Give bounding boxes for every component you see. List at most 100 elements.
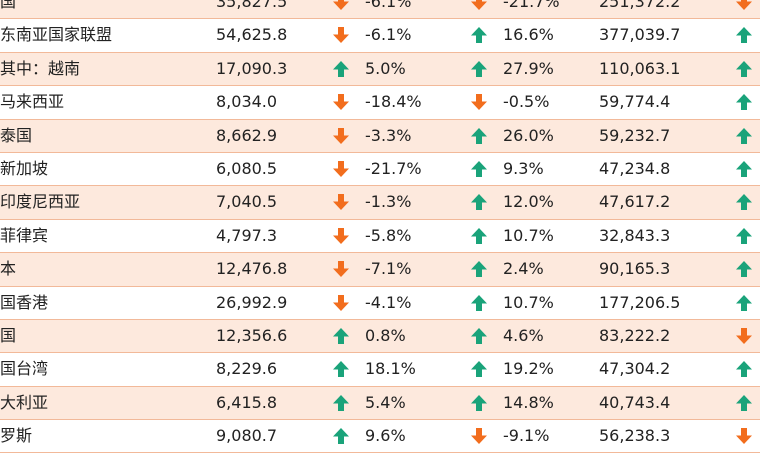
arrow-up-icon bbox=[735, 160, 753, 178]
arrow-up-icon bbox=[332, 427, 350, 445]
change-pct-2: 4.6% bbox=[503, 325, 544, 345]
value-current: 6,415.8 bbox=[216, 392, 278, 412]
value-cumulative: 56,238.3 bbox=[599, 426, 671, 446]
change-pct-2: -9.1% bbox=[503, 426, 550, 446]
arrow-up-icon bbox=[470, 394, 488, 412]
arrow-up-icon bbox=[332, 394, 350, 412]
arrow-up-icon bbox=[470, 60, 488, 78]
table-row: 东南亚国家联盟 54,625.8 -6.1% 16.6% 377,039.7 bbox=[0, 19, 760, 53]
change-pct-1: 9.6% bbox=[365, 426, 406, 446]
country-name: 国台湾 bbox=[0, 359, 49, 379]
change-pct-1: 5.4% bbox=[365, 392, 406, 412]
value-cumulative: 47,617.2 bbox=[599, 192, 671, 212]
change-pct-1: -21.7% bbox=[365, 158, 422, 178]
country-name: 国香港 bbox=[0, 292, 49, 312]
value-current: 8,229.6 bbox=[216, 359, 278, 379]
arrow-up-icon bbox=[470, 193, 488, 211]
arrow-up-icon bbox=[470, 26, 488, 44]
arrow-up-icon bbox=[470, 160, 488, 178]
country-name: 国 bbox=[0, 325, 17, 345]
arrow-down-icon bbox=[332, 260, 350, 278]
table-row: 新加坡 6,080.5 -21.7% 9.3% 47,234.8 bbox=[0, 153, 760, 187]
table-row: 国 12,356.6 0.8% 4.6% 83,222.2 bbox=[0, 319, 760, 354]
table-row: 大利亚 6,415.8 5.4% 14.8% 40,743.4 bbox=[0, 386, 760, 421]
country-name: 东南亚国家联盟 bbox=[0, 25, 113, 45]
value-current: 7,040.5 bbox=[216, 192, 278, 212]
country-name: 新加坡 bbox=[0, 158, 49, 178]
change-pct-2: 27.9% bbox=[503, 58, 554, 78]
value-current: 35,827.5 bbox=[216, 0, 288, 11]
arrow-up-icon bbox=[470, 327, 488, 345]
arrow-up-icon bbox=[735, 360, 753, 378]
table-row: 国香港 26,992.9 -4.1% 10.7% 177,206.5 bbox=[0, 287, 760, 320]
change-pct-2: 26.0% bbox=[503, 125, 554, 145]
arrow-up-icon bbox=[332, 327, 350, 345]
arrow-down-icon bbox=[332, 160, 350, 178]
arrow-up-icon bbox=[470, 360, 488, 378]
value-current: 8,662.9 bbox=[216, 125, 278, 145]
table-row: 菲律宾 4,797.3 -5.8% 10.7% 32,843.3 bbox=[0, 220, 760, 254]
change-pct-2: 12.0% bbox=[503, 192, 554, 212]
arrow-up-icon bbox=[332, 360, 350, 378]
change-pct-1: -3.3% bbox=[365, 125, 412, 145]
change-pct-1: -1.3% bbox=[365, 192, 412, 212]
value-current: 54,625.8 bbox=[216, 25, 288, 45]
change-pct-1: -6.1% bbox=[365, 25, 412, 45]
arrow-up-icon bbox=[735, 294, 753, 312]
table-row: 印度尼西亚 7,040.5 -1.3% 12.0% 47,617.2 bbox=[0, 186, 760, 220]
value-current: 26,992.9 bbox=[216, 292, 288, 312]
country-name: 本 bbox=[0, 259, 17, 279]
value-current: 12,356.6 bbox=[216, 325, 288, 345]
arrow-up-icon bbox=[332, 60, 350, 78]
arrow-down-icon bbox=[332, 193, 350, 211]
change-pct-2: -0.5% bbox=[503, 92, 550, 112]
value-cumulative: 47,304.2 bbox=[599, 359, 671, 379]
country-name: 大利亚 bbox=[0, 392, 49, 412]
change-pct-2: 2.4% bbox=[503, 259, 544, 279]
value-current: 4,797.3 bbox=[216, 225, 278, 245]
value-cumulative: 83,222.2 bbox=[599, 325, 671, 345]
table-row: 其中：越南 17,090.3 5.0% 27.9% 110,063.1 bbox=[0, 52, 760, 87]
arrow-up-icon bbox=[470, 294, 488, 312]
country-name: 罗斯 bbox=[0, 426, 33, 446]
arrow-down-icon bbox=[735, 0, 753, 11]
arrow-up-icon bbox=[470, 227, 488, 245]
arrow-down-icon bbox=[735, 427, 753, 445]
arrow-up-icon bbox=[735, 127, 753, 145]
value-cumulative: 32,843.3 bbox=[599, 225, 671, 245]
arrow-down-icon bbox=[332, 227, 350, 245]
arrow-down-icon bbox=[735, 327, 753, 345]
arrow-down-icon bbox=[332, 26, 350, 44]
arrow-up-icon bbox=[735, 26, 753, 44]
country-name: 印度尼西亚 bbox=[0, 192, 81, 212]
country-name: 国 bbox=[0, 0, 17, 11]
table-row: 国 35,827.5 -6.1% -21.7% 251,372.2 bbox=[0, 0, 760, 20]
table-row: 泰国 8,662.9 -3.3% 26.0% 59,232.7 bbox=[0, 119, 760, 153]
arrow-down-icon bbox=[470, 0, 488, 11]
value-cumulative: 110,063.1 bbox=[599, 58, 681, 78]
change-pct-1: -18.4% bbox=[365, 92, 422, 112]
arrow-up-icon bbox=[735, 260, 753, 278]
arrow-up-icon bbox=[735, 93, 753, 111]
arrow-down-icon bbox=[470, 427, 488, 445]
arrow-down-icon bbox=[332, 93, 350, 111]
change-pct-2: 16.6% bbox=[503, 25, 554, 45]
change-pct-1: -6.1% bbox=[365, 0, 412, 11]
value-cumulative: 177,206.5 bbox=[599, 292, 681, 312]
change-pct-2: 9.3% bbox=[503, 158, 544, 178]
table-row: 马来西亚 8,034.0 -18.4% -0.5% 59,774.4 bbox=[0, 86, 760, 120]
arrow-up-icon bbox=[470, 260, 488, 278]
change-pct-1: -4.1% bbox=[365, 292, 412, 312]
country-name: 泰国 bbox=[0, 125, 33, 145]
change-pct-2: 19.2% bbox=[503, 359, 554, 379]
change-pct-1: 18.1% bbox=[365, 359, 416, 379]
value-cumulative: 59,232.7 bbox=[599, 125, 671, 145]
value-current: 8,034.0 bbox=[216, 92, 278, 112]
value-cumulative: 40,743.4 bbox=[599, 392, 671, 412]
value-cumulative: 47,234.8 bbox=[599, 158, 671, 178]
table-row: 罗斯 9,080.7 9.6% -9.1% 56,238.3 bbox=[0, 420, 760, 453]
arrow-down-icon bbox=[332, 0, 350, 11]
arrow-up-icon bbox=[470, 127, 488, 145]
value-current: 9,080.7 bbox=[216, 426, 278, 446]
arrow-up-icon bbox=[735, 227, 753, 245]
